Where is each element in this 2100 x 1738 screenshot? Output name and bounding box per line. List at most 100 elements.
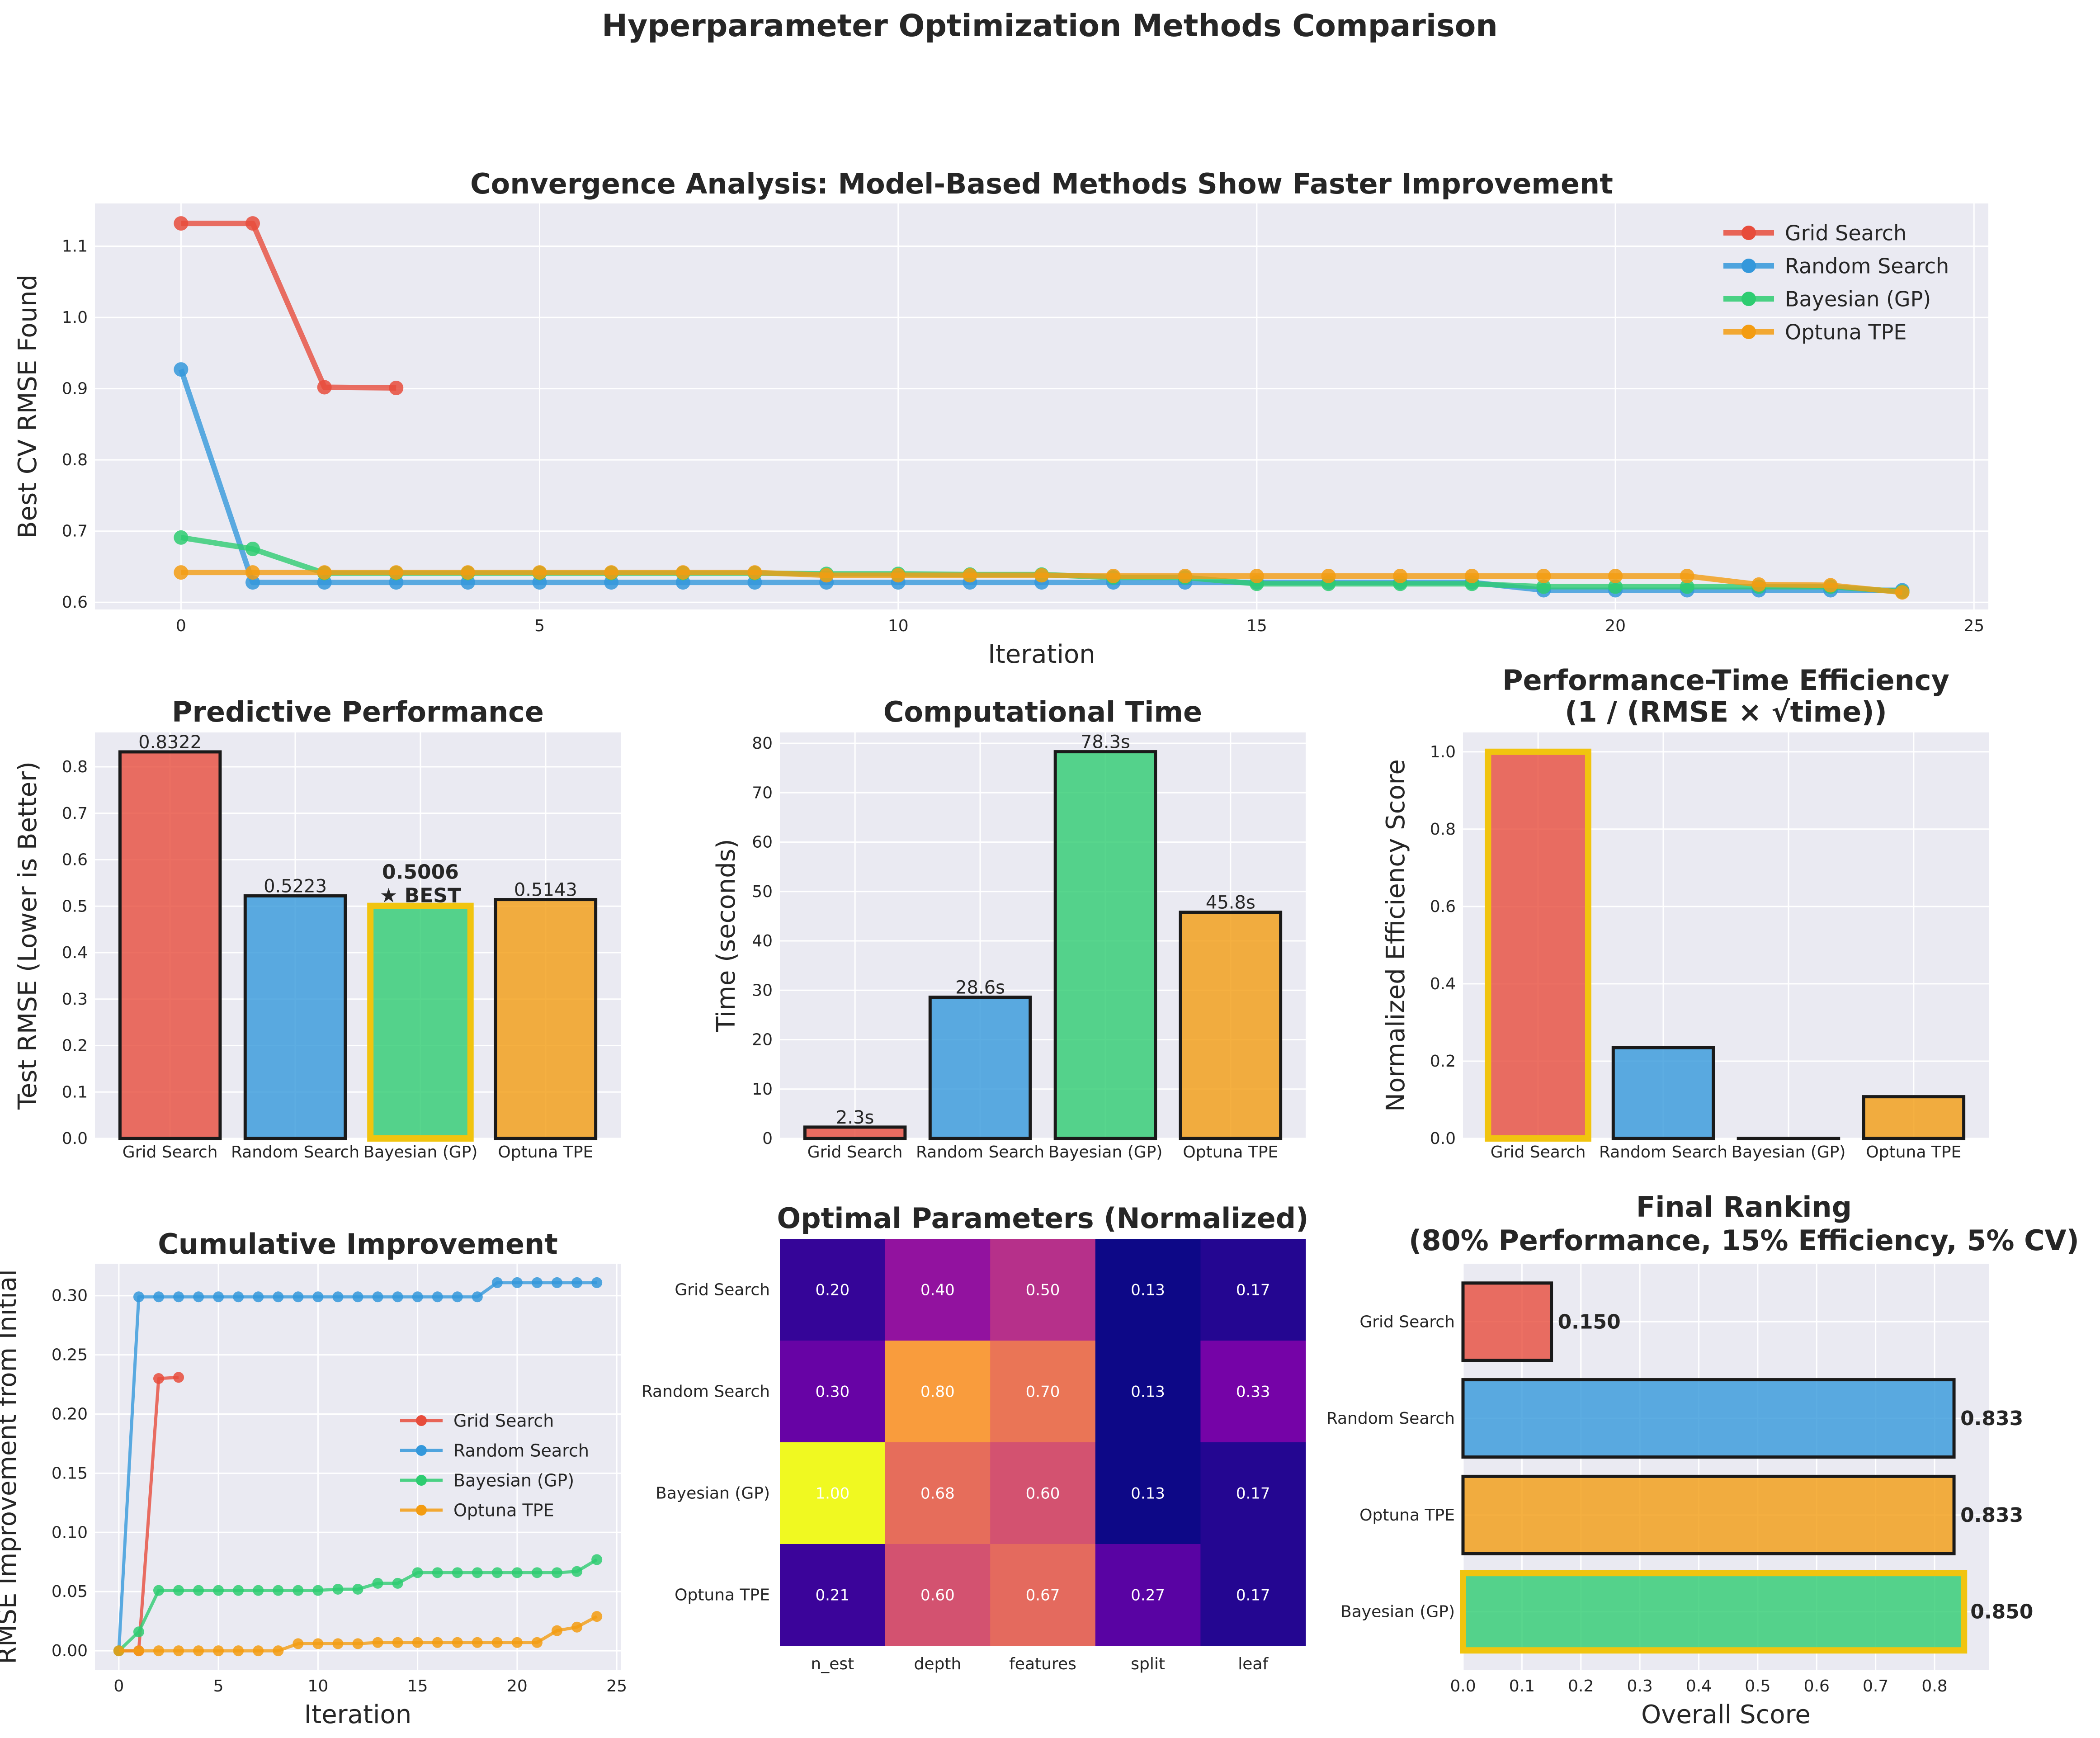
convergence-point [1393,568,1408,583]
convergence-xtick-label: 0 [176,617,186,635]
convergence-point [174,362,189,377]
performance-ytick-label: 0.7 [62,804,88,823]
convergence-point [1536,579,1551,594]
convergence-point [389,565,404,580]
cumulative-point [213,1291,224,1303]
params-cell [1095,1341,1201,1443]
ranking-value-label: 0.850 [1970,1601,2033,1624]
convergence-point [174,565,189,580]
time-ytick-label: 40 [752,932,773,950]
cumulative-point [293,1638,304,1649]
ranking-category-label: Random Search [1326,1409,1455,1428]
convergence-ytick-label: 0.7 [62,522,88,541]
cumulative-xtick-label: 20 [507,1677,528,1695]
ranking-title: (80% Performance, 15% Efficiency, 5% CV) [1409,1224,2079,1257]
convergence-point [1751,577,1766,592]
params-cell [885,1544,991,1646]
convergence-legend-marker [1741,325,1756,339]
efficiency-category-label: Random Search [1599,1143,1727,1162]
time-ytick-label: 80 [752,734,773,753]
performance-bar [494,898,598,1140]
params-row-label: Bayesian (GP) [656,1484,770,1503]
params-cell-value: 0.13 [1131,1281,1165,1299]
ranking-title: Final Ranking [1636,1190,1852,1223]
cumulative-point [153,1291,164,1303]
ranking-category-label: Optuna TPE [1359,1506,1455,1525]
cumulative-point [173,1585,184,1596]
time-bar [928,996,1032,1140]
cumulative-point [372,1291,383,1303]
cumulative-point [253,1645,264,1657]
performance-bar [118,750,222,1140]
params-cell-value: 0.17 [1236,1281,1270,1299]
cumulative-point [591,1611,603,1622]
ranking-xtick-label: 0.1 [1509,1677,1535,1695]
convergence-point [317,565,332,580]
params-cell-value: 0.70 [1026,1383,1060,1401]
cumulative-point [213,1645,224,1657]
efficiency-bar [1485,748,1591,1142]
params-cell-value: 1.00 [815,1485,849,1503]
efficiency-category-label: Bayesian (GP) [1731,1143,1845,1162]
params-row-label: Random Search [642,1383,770,1401]
cumulative-point [193,1645,204,1657]
cumulative-point [392,1637,403,1648]
cumulative-legend-marker [416,1475,427,1486]
params-cell [990,1341,1096,1443]
cumulative-point [253,1585,264,1596]
cumulative-point [412,1291,423,1303]
ranking-bar [1461,1378,1956,1459]
charts: 0.6 0.7 0.8 0.9 1.0 1.1 0 5 10 15 20 25 Convergence … [0,167,2079,1729]
params-cell-value: 0.20 [815,1281,849,1299]
convergence-point [963,568,977,583]
cumulative-legend-label: Optuna TPE [453,1501,554,1521]
cumulative-point [491,1277,503,1288]
time-value-label: 2.3s [836,1107,874,1128]
time-category-label: Random Search [916,1143,1044,1162]
performance-ytick-label: 0.2 [62,1037,88,1055]
convergence-ytick-label: 0.8 [62,451,88,469]
params-cell [780,1544,886,1646]
cumulative-xtick-label: 0 [113,1677,124,1695]
convergence-xtick-label: 5 [534,617,545,635]
convergence-series-line [181,221,396,391]
time-ytick-label: 20 [752,1031,773,1049]
ranking-category-label: Grid Search [1359,1313,1455,1331]
cumulative-point [253,1291,264,1303]
convergence-point [1680,579,1694,594]
performance-ytick-label: 0.1 [62,1083,88,1101]
convergence-legend-marker [1741,292,1756,306]
convergence-point [1823,578,1838,593]
time-value-label: 28.6s [955,978,1005,998]
convergence-xtick-label: 15 [1246,617,1267,635]
cumulative-point [392,1291,403,1303]
performance-chart: 0.0 0.1 0.2 0.3 0.4 0.5 0.6 0.7 0.8 Grid Search 0.… [13,695,621,1162]
efficiency-ytick-label: 0.6 [1430,897,1456,916]
convergence-legend-label: Bayesian (GP) [1785,287,1931,312]
cumulative-chart: 0.00 0.05 0.10 0.15 0.20 0.25 0.30 0 5 10 15 20 25 Cu… [0,1228,627,1729]
efficiency-bar [1862,1095,1966,1140]
params-cell [1200,1239,1306,1341]
cumulative-point [193,1585,204,1596]
convergence-point [1249,568,1264,583]
convergence-chart: 0.6 0.7 0.8 0.9 1.0 1.1 0 5 10 15 20 25 Convergence … [13,167,1988,669]
ranking-xtick-label: 0.4 [1686,1677,1712,1695]
cumulative-point [133,1645,144,1657]
cumulative-point [432,1637,443,1648]
params-cell [1200,1341,1306,1443]
performance-ylabel: Test RMSE (Lower is Better) [13,761,42,1110]
cumulative-legend-marker [416,1445,427,1456]
params-cell [885,1442,991,1544]
convergence-ytick-label: 0.9 [62,380,88,398]
efficiency-ytick-label: 1.0 [1430,743,1456,761]
convergence-xlabel: Iteration [988,640,1095,669]
cumulative-point [552,1277,563,1288]
params-cell-value: 0.27 [1131,1587,1165,1605]
cumulative-point [312,1585,324,1596]
convergence-point [317,380,332,395]
ranking-xtick-label: 0.6 [1804,1677,1830,1695]
cumulative-point [233,1645,244,1657]
performance-bar [243,894,347,1140]
efficiency-bar [1611,1046,1715,1140]
